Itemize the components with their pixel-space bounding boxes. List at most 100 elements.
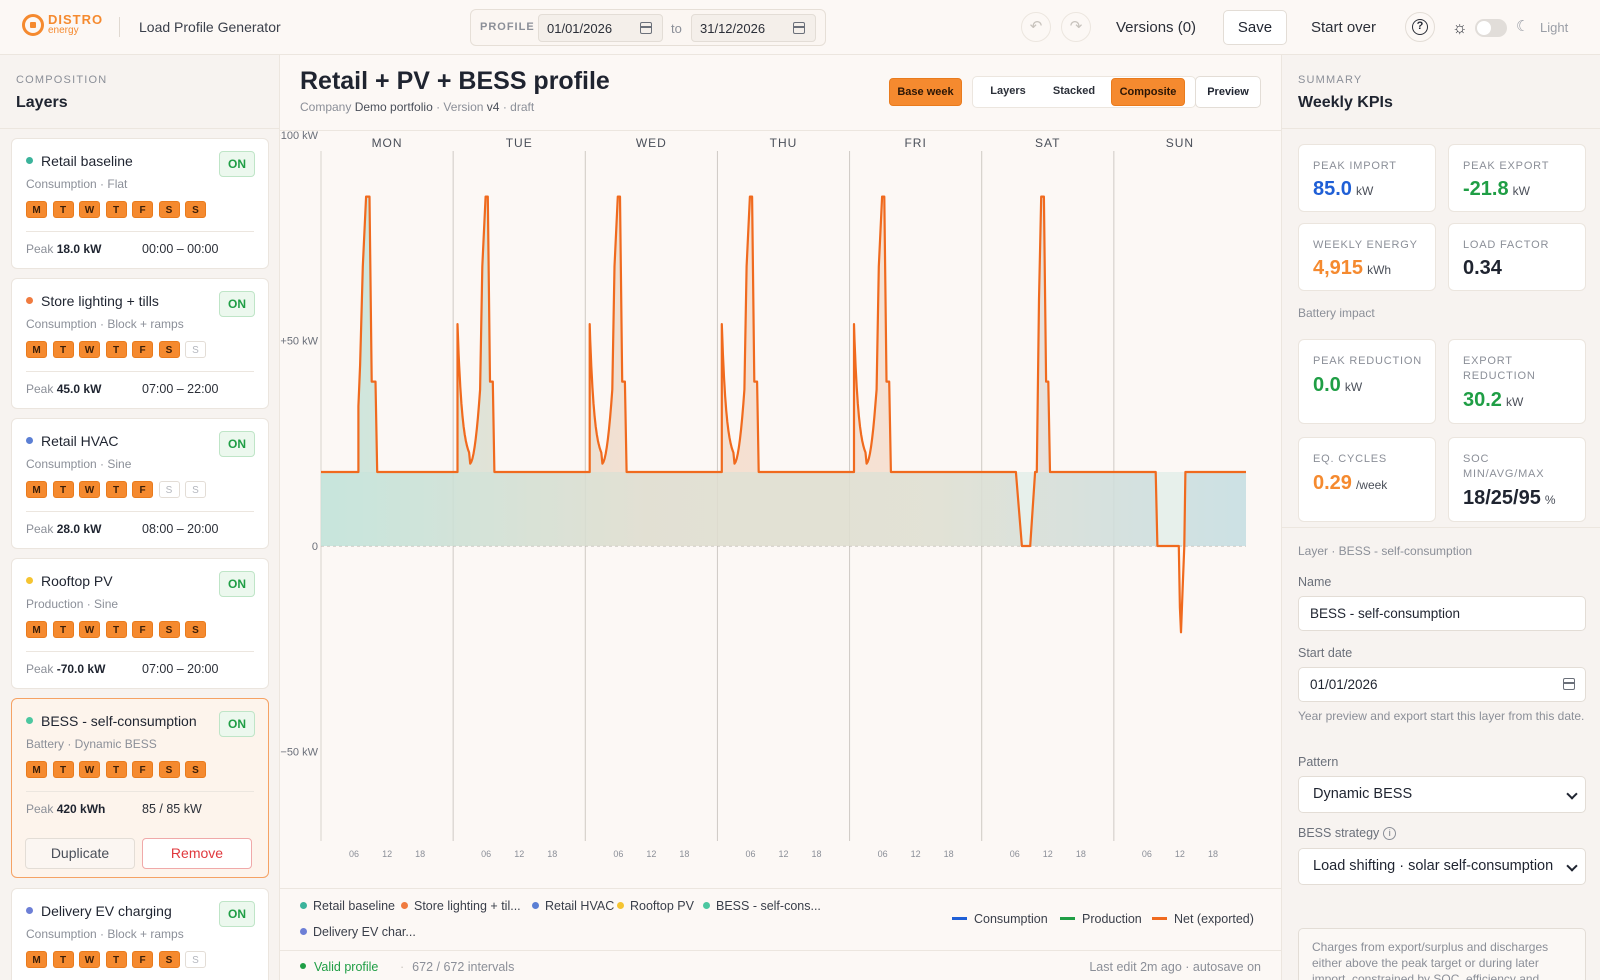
layer-on-toggle[interactable]: ON	[219, 291, 255, 317]
hour-tick: 12	[1043, 849, 1053, 859]
day-toggle[interactable]: S	[158, 761, 180, 778]
day-toggle[interactable]: M	[26, 621, 47, 638]
day-toggle[interactable]: T	[52, 481, 74, 498]
day-toggle[interactable]: T	[52, 201, 74, 218]
legend-text: Net (exported)	[1174, 912, 1254, 926]
day-toggle[interactable]: T	[52, 761, 74, 778]
day-toggle[interactable]: T	[52, 951, 74, 968]
layer-card[interactable]: BESS - self-consumption Battery · Dynami…	[11, 698, 269, 878]
date-from-input[interactable]: 01/01/2026	[538, 14, 663, 42]
start-date-input[interactable]: 01/01/2026	[1298, 667, 1586, 702]
day-toggle[interactable]: S	[185, 341, 206, 358]
redo-button[interactable]: ↷	[1061, 12, 1091, 42]
day-toggle[interactable]: S	[158, 621, 180, 638]
kpi-value: 4,915 kWh	[1313, 257, 1391, 280]
day-toggle[interactable]: T	[105, 951, 127, 968]
day-toggle[interactable]: T	[105, 761, 127, 778]
day-toggle[interactable]: S	[185, 201, 206, 218]
tab-layers[interactable]: Layers	[990, 85, 1026, 97]
layer-on-toggle[interactable]: ON	[219, 571, 255, 597]
preview-button[interactable]: Preview	[1195, 76, 1261, 108]
legend-item[interactable]: BESS - self-cons...	[703, 899, 821, 913]
peak-value: 45.0 kW	[56, 382, 102, 396]
day-toggle[interactable]: W	[79, 481, 100, 498]
status-value: · draft	[502, 100, 535, 114]
start-over-button[interactable]: Start over	[1311, 19, 1377, 36]
logo[interactable]: DISTRO energy	[22, 13, 103, 36]
day-label: FRI	[904, 136, 926, 150]
layer-on-toggle[interactable]: ON	[219, 901, 255, 927]
legend-line-item[interactable]: Net (exported)	[1152, 912, 1254, 926]
tab-base-week[interactable]: Base week	[889, 78, 962, 106]
profile-chart[interactable]: MON 06 12 18 TUE 06 12 18 WED 06 12 18 THU 06 12 18 FRI 0…	[280, 131, 1281, 888]
day-toggle[interactable]: T	[105, 481, 127, 498]
day-toggle[interactable]: M	[26, 481, 47, 498]
day-toggle[interactable]: T	[105, 341, 127, 358]
day-toggle[interactable]: S	[158, 951, 180, 968]
legend-item[interactable]: Store lighting + til...	[401, 899, 521, 913]
peak-value: 28.0 kW	[56, 522, 102, 536]
day-toggle[interactable]: F	[132, 201, 153, 218]
day-toggle[interactable]: T	[105, 201, 127, 218]
legend-item[interactable]: Retail HVAC	[532, 899, 614, 913]
versions-button[interactable]: Versions (0)	[1116, 19, 1197, 36]
day-toggle[interactable]: S	[185, 951, 206, 968]
day-toggle[interactable]: F	[132, 951, 153, 968]
legend-item[interactable]: Delivery EV char...	[300, 925, 416, 939]
undo-button[interactable]: ↶	[1021, 12, 1051, 42]
save-button[interactable]: Save	[1223, 10, 1287, 45]
layer-card[interactable]: Delivery EV charging Consumption · Block…	[11, 888, 269, 980]
calendar-icon[interactable]	[640, 22, 652, 34]
legend-line-item[interactable]: Consumption	[952, 912, 1048, 926]
help-button[interactable]: ?	[1405, 12, 1435, 42]
day-toggle[interactable]: W	[79, 341, 100, 358]
day-toggle[interactable]: M	[26, 201, 47, 218]
day-toggle[interactable]: S	[185, 761, 206, 778]
kpi-number: 30.2	[1463, 389, 1502, 411]
day-toggle[interactable]: S	[185, 481, 206, 498]
layer-on-toggle[interactable]: ON	[219, 431, 255, 457]
day-toggle[interactable]: T	[52, 341, 74, 358]
day-toggle[interactable]: F	[132, 621, 153, 638]
day-toggle[interactable]: F	[132, 761, 153, 778]
remove-button[interactable]: Remove	[142, 838, 252, 869]
day-toggle[interactable]: T	[105, 621, 127, 638]
strategy-select[interactable]: Load shifting · solar self-consumption	[1298, 848, 1586, 885]
day-toggle[interactable]: W	[79, 201, 100, 218]
day-toggle[interactable]: F	[132, 341, 153, 358]
day-toggle[interactable]: F	[132, 481, 153, 498]
day-toggle[interactable]: M	[26, 951, 47, 968]
day-toggle[interactable]: S	[158, 481, 180, 498]
layer-name-input[interactable]: BESS - self-consumption	[1298, 596, 1586, 631]
day-toggle[interactable]: W	[79, 621, 100, 638]
date-to-input[interactable]: 31/12/2026	[691, 14, 816, 42]
layer-on-toggle[interactable]: ON	[219, 151, 255, 177]
day-toggle[interactable]: S	[158, 341, 180, 358]
day-toggle[interactable]: M	[26, 341, 47, 358]
calendar-icon[interactable]	[1563, 678, 1575, 690]
legend-item[interactable]: Retail baseline	[300, 899, 395, 913]
day-toggle[interactable]: S	[185, 621, 206, 638]
info-icon[interactable]: i	[1383, 827, 1397, 840]
tab-composite[interactable]: Composite	[1111, 78, 1185, 106]
tab-stacked[interactable]: Stacked	[1052, 85, 1096, 97]
layer-on-toggle[interactable]: ON	[219, 711, 255, 737]
day-toggle[interactable]: T	[52, 621, 74, 638]
layer-card[interactable]: Store lighting + tills Consumption · Blo…	[11, 278, 269, 409]
pattern-select[interactable]: Dynamic BESS	[1298, 776, 1586, 813]
calendar-icon[interactable]	[793, 22, 805, 34]
kpi-value: 0.34	[1463, 257, 1506, 280]
legend-item[interactable]: Rooftop PV	[617, 899, 694, 913]
legend-line-item[interactable]: Production	[1060, 912, 1142, 926]
duplicate-button[interactable]: Duplicate	[25, 838, 135, 869]
status-bar: Valid profile · 672 / 672 intervals Last …	[280, 950, 1281, 980]
peak-value: -70.0 kW	[56, 662, 106, 676]
day-toggle[interactable]: W	[79, 951, 100, 968]
theme-toggle[interactable]	[1475, 19, 1507, 37]
day-toggle[interactable]: S	[158, 201, 180, 218]
day-toggle[interactable]: W	[79, 761, 100, 778]
day-toggle[interactable]: M	[26, 761, 47, 778]
